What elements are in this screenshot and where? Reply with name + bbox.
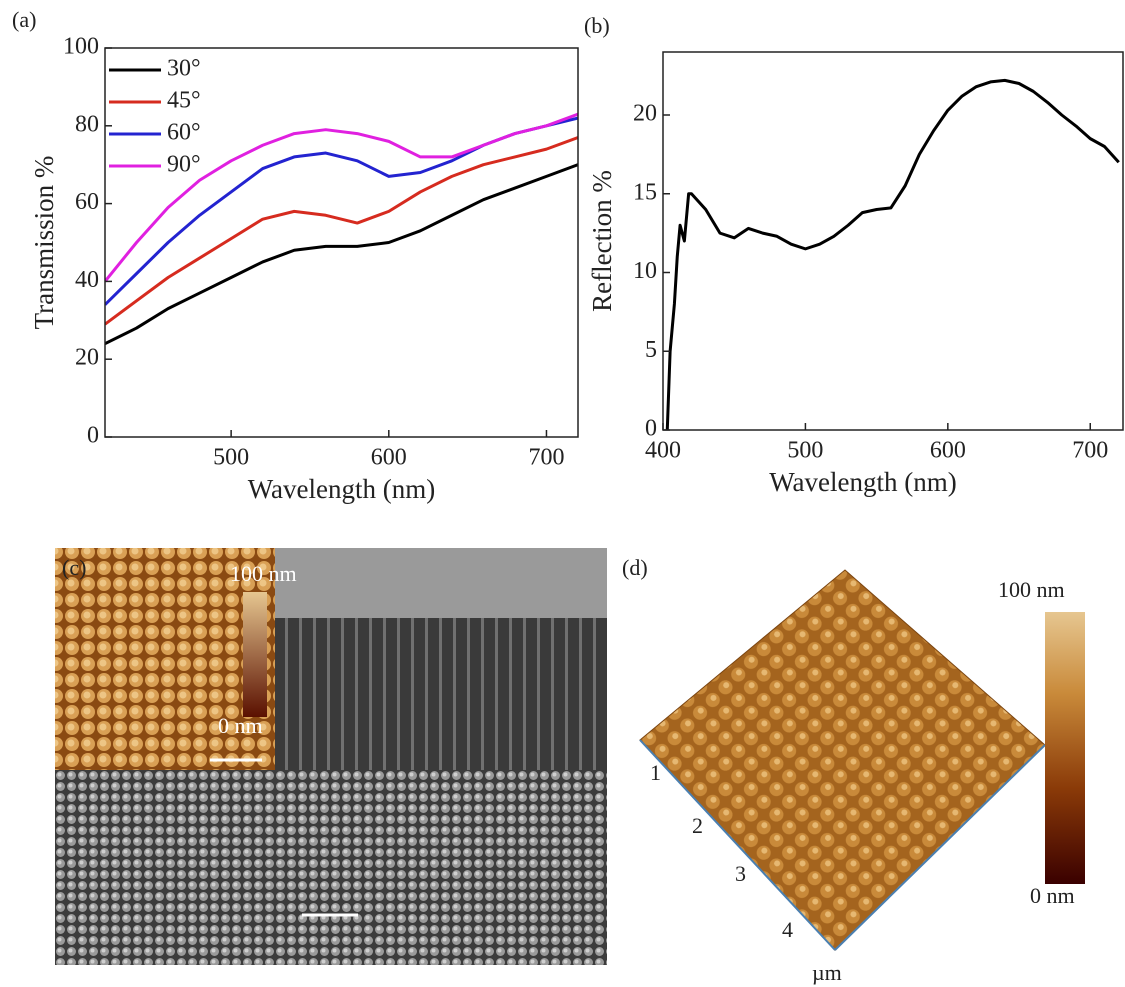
panel-label: (a): [12, 7, 36, 32]
x-axis-title: Wavelength (nm): [769, 467, 957, 497]
y-tick-label: 60: [75, 189, 99, 215]
panel-label: (d): [622, 555, 648, 580]
x-tick-label: 600: [371, 445, 407, 471]
y-tick-label: 5: [645, 337, 657, 363]
x-axis-title: Wavelength (nm): [248, 474, 436, 504]
x-tick-label: 600: [930, 438, 966, 464]
y-tick-label: 15: [633, 179, 657, 205]
y-tick-label: 20: [75, 345, 99, 371]
y-tick-label: 20: [633, 101, 657, 127]
legend-label: 60°: [167, 120, 201, 146]
axis-unit: µm: [812, 960, 842, 985]
y-tick-label: 10: [633, 258, 657, 284]
axis-tick-label: 4: [782, 917, 793, 942]
plot-area: [665, 78, 1120, 430]
data-line: [105, 163, 578, 345]
x-tick-label: 700: [1072, 438, 1108, 464]
inset-colorbar: [243, 592, 267, 717]
data-line: [665, 78, 1120, 430]
colorbar: [1045, 612, 1085, 884]
colorbar-max: 100 nm: [998, 577, 1065, 602]
y-tick-label: 0: [645, 416, 657, 442]
panel-label: (b): [584, 13, 610, 38]
sem-cross-top: [275, 548, 607, 618]
axis-tick-label: 1: [650, 760, 661, 785]
plot-area: [105, 112, 578, 345]
data-line: [105, 112, 578, 283]
axis-line: [639, 739, 836, 951]
plot-frame: [662, 51, 1124, 431]
afm-inset: [55, 548, 275, 770]
data-line: [105, 136, 578, 326]
y-tick-label: 100: [63, 34, 99, 60]
afm-surface: [639, 569, 1046, 951]
panel-label: (c): [62, 555, 86, 580]
y-tick-label: 0: [87, 423, 99, 449]
plot-frame: [104, 47, 579, 438]
x-tick-label: 500: [787, 438, 823, 464]
y-tick-label: 80: [75, 111, 99, 137]
legend-label: 45°: [167, 88, 201, 114]
y-axis-title: Reflection %: [587, 170, 617, 312]
data-line: [105, 116, 578, 306]
y-tick-label: 40: [75, 267, 99, 293]
legend-label: 30°: [167, 56, 201, 82]
panel-c: 100 nm 0 nm (c): [55, 548, 607, 965]
sem-cross-pillars: [275, 618, 607, 770]
legend-label: 90°: [167, 152, 201, 178]
panel-d: (d) 1 2 3 4 µm 100 nm 0 nm: [622, 555, 1085, 985]
x-tick-label: 700: [528, 445, 564, 471]
x-tick-label: 400: [645, 438, 681, 464]
axis-tick-label: 2: [692, 813, 703, 838]
inset-scale-max: 100 nm: [230, 561, 297, 586]
axis-line: [834, 744, 1046, 951]
colorbar-min: 0 nm: [1030, 883, 1075, 908]
axis-tick-label: 3: [735, 861, 746, 886]
y-axis-title: Transmission %: [29, 156, 59, 330]
x-tick-label: 500: [213, 445, 249, 471]
inset-scale-min: 0 nm: [218, 713, 263, 738]
